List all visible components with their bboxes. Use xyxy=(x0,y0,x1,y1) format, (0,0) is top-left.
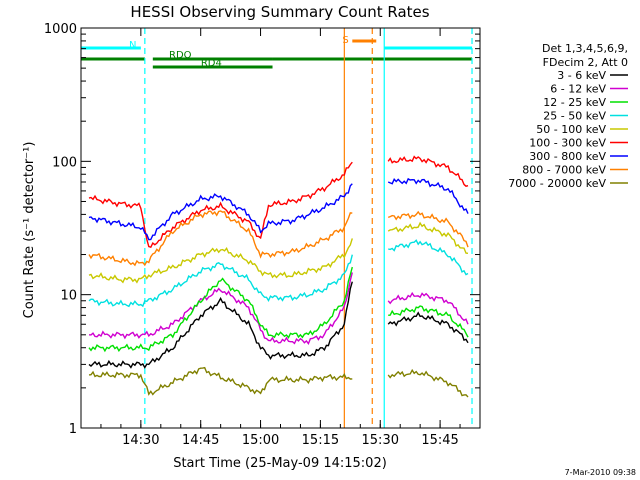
flag-label: S xyxy=(342,35,348,46)
legend-entry-label: 800 - 7000 keV xyxy=(522,164,606,177)
legend-entry-label: 100 - 300 keV xyxy=(529,137,606,150)
x-tick-label: 15:15 xyxy=(302,433,339,448)
legend-entry-label: 300 - 800 keV xyxy=(529,150,606,163)
legend-entry-label: 3 - 6 keV xyxy=(557,69,606,82)
series-line xyxy=(88,239,469,308)
legend-header: FDecim 2, Att 0 xyxy=(543,56,628,69)
series-line xyxy=(88,210,469,267)
legend-entry-label: 12 - 25 keV xyxy=(543,96,606,109)
chart-title: HESSI Observing Summary Count Rates xyxy=(130,3,429,21)
x-tick-label: 15:30 xyxy=(362,433,399,448)
y-tick-label: 10 xyxy=(60,289,77,304)
legend-entry-label: 25 - 50 keV xyxy=(543,110,606,123)
series-line xyxy=(88,272,469,345)
y-axis-label: Count Rate (s⁻¹ detector⁻¹) xyxy=(22,142,37,319)
legend-entry-label: 50 - 100 keV xyxy=(536,123,606,136)
x-tick-label: 14:45 xyxy=(182,433,219,448)
flag-label: RD4 xyxy=(201,58,222,69)
x-tick-label: 14:30 xyxy=(122,433,159,448)
legend: Det 1,3,4,5,6,9,FDecim 2, Att 03 - 6 keV… xyxy=(508,42,628,190)
axes: 14:30 14:45 15:00 15:15 15:30 15:45 1 10 100 1000 xyxy=(44,22,481,448)
y-tick-label: 100 xyxy=(52,155,77,170)
x-tick-label: 15:00 xyxy=(242,433,279,448)
legend-header: Det 1,3,4,5,6,9, xyxy=(542,42,628,55)
legend-entry-label: 7000 - 20000 keV xyxy=(508,177,606,190)
series-line xyxy=(88,266,469,353)
x-axis-label: Start Time (25-May-09 14:15:02) xyxy=(173,456,387,471)
series-lines xyxy=(88,155,469,398)
series-line xyxy=(88,221,469,284)
series-line xyxy=(88,366,469,398)
y-tick-label: 1000 xyxy=(44,22,77,37)
series-line xyxy=(88,155,469,249)
flag-label: N xyxy=(129,40,136,51)
footer-timestamp: 7-Mar-2010 09:38 xyxy=(565,468,636,477)
y-tick-label: 1 xyxy=(69,422,77,437)
legend-entry-label: 6 - 12 keV xyxy=(550,83,606,96)
flag-bars: N RDO RD4 S xyxy=(81,35,473,69)
x-tick-label: 15:45 xyxy=(421,433,458,448)
series-line xyxy=(88,281,469,369)
series-line xyxy=(88,177,469,241)
flag-label: RDO xyxy=(169,50,192,61)
